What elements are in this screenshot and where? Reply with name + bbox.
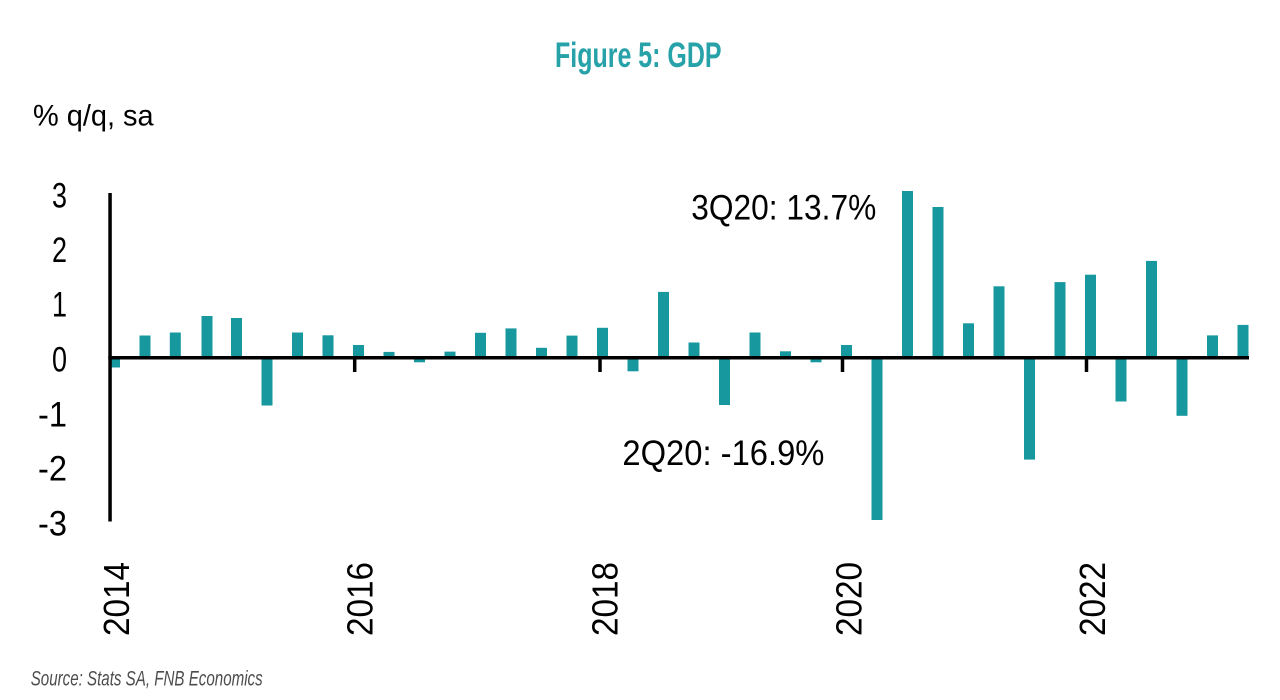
svg-text:3: 3 bbox=[52, 177, 67, 216]
svg-text:0: 0 bbox=[52, 340, 67, 379]
svg-text:3Q20: 13.7%: 3Q20: 13.7% bbox=[691, 189, 876, 228]
svg-text:-1: -1 bbox=[38, 396, 67, 435]
svg-text:Figure 5: GDP: Figure 5: GDP bbox=[555, 36, 722, 75]
svg-text:-2: -2 bbox=[38, 449, 67, 488]
svg-text:2016: 2016 bbox=[339, 562, 380, 636]
svg-text:2: 2 bbox=[52, 231, 67, 270]
svg-text:% q/q, sa: % q/q, sa bbox=[33, 100, 154, 133]
svg-text:2018: 2018 bbox=[584, 562, 625, 636]
svg-text:-3: -3 bbox=[38, 505, 67, 544]
svg-text:2022: 2022 bbox=[1072, 562, 1113, 636]
svg-text:2014: 2014 bbox=[96, 562, 137, 636]
svg-text:2Q20: -16.9%: 2Q20: -16.9% bbox=[622, 434, 824, 473]
svg-text:1: 1 bbox=[52, 286, 67, 325]
svg-text:Source: Stats SA, FNB Economic: Source: Stats SA, FNB Economics bbox=[31, 668, 263, 691]
svg-text:2020: 2020 bbox=[829, 562, 870, 636]
